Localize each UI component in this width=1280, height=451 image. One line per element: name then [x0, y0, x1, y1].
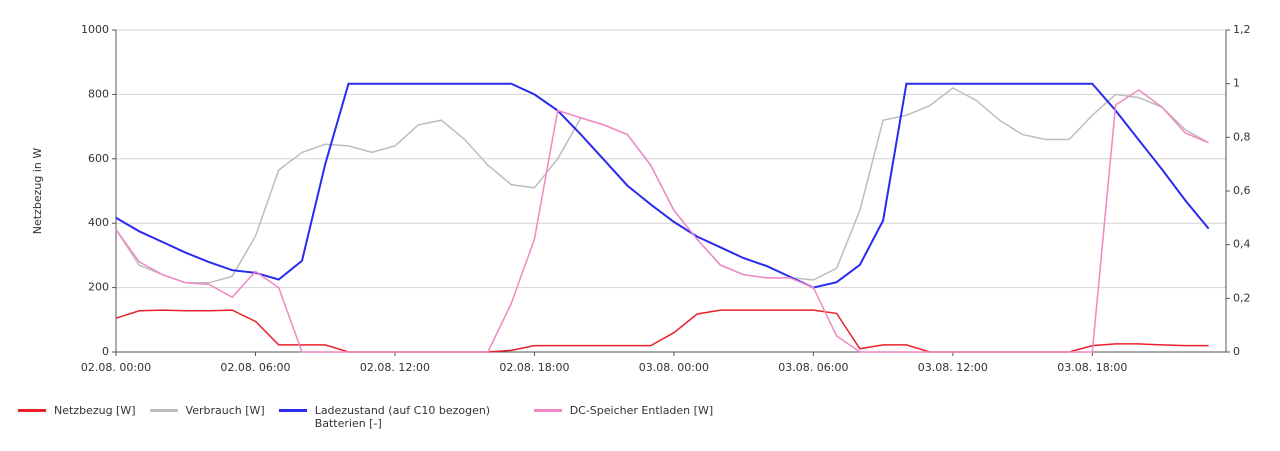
legend-label: Netzbezug [W] — [54, 404, 136, 417]
series-line — [115, 82, 1210, 289]
x-tick-label: 02.08. 18:00 — [499, 361, 569, 374]
legend-label: Verbrauch [W] — [185, 404, 265, 417]
legend-label: Ladezustand (auf C10 bezogen) Batterien … — [314, 404, 491, 430]
legend-item: Netzbezug [W] — [18, 404, 136, 430]
y2-tick-label: 0,8 — [1233, 130, 1251, 143]
legend-item: Verbrauch [W] — [149, 404, 265, 430]
x-tick-label: 03.08. 00:00 — [639, 361, 709, 374]
y2-tick-label: 0,6 — [1233, 184, 1251, 197]
y2-tick-label: 0,2 — [1233, 291, 1251, 304]
y-tick-label: 400 — [88, 216, 109, 229]
y-tick-label: 0 — [102, 345, 109, 358]
series-line — [115, 88, 1209, 353]
y2-tick-label: 1,2 — [1233, 23, 1251, 36]
series-line — [115, 309, 1209, 353]
legend-swatch — [533, 409, 562, 412]
legend-swatch — [278, 409, 307, 412]
x-tick-label: 02.08. 12:00 — [360, 361, 430, 374]
legend-item: Ladezustand (auf C10 bezogen) Batterien … — [278, 404, 520, 430]
y2-tick-label: 0 — [1233, 345, 1240, 358]
x-tick-label: 02.08. 06:00 — [220, 361, 290, 374]
y-axis-label: Netzbezug in W — [31, 148, 44, 235]
x-tick-label: 03.08. 18:00 — [1057, 361, 1127, 374]
y-tick-label: 800 — [88, 87, 109, 100]
x-tick-label: 03.08. 06:00 — [778, 361, 848, 374]
y-tick-label: 600 — [88, 152, 109, 165]
y2-tick-label: 1 — [1233, 77, 1240, 90]
y2-tick-label: 0,4 — [1233, 238, 1251, 251]
legend-label: DC-Speicher Entladen [W] — [569, 404, 714, 417]
legend: Netzbezug [W] Verbrauch [W] Ladezustand (a… — [18, 404, 727, 430]
x-tick-label: 02.08. 00:00 — [81, 361, 151, 374]
y-tick-label: 200 — [88, 281, 109, 294]
series-line — [115, 87, 1209, 284]
legend-item: DC-Speicher Entladen [W] — [533, 404, 714, 430]
legend-swatch — [18, 409, 46, 412]
chart: Netzbezug in W 0 200 400 600 800 1000 0 0,2 0,4 0… — [31, 23, 1251, 374]
y-tick-label: 1000 — [81, 23, 109, 36]
legend-swatch — [149, 409, 178, 412]
x-tick-label: 03.08. 12:00 — [918, 361, 988, 374]
